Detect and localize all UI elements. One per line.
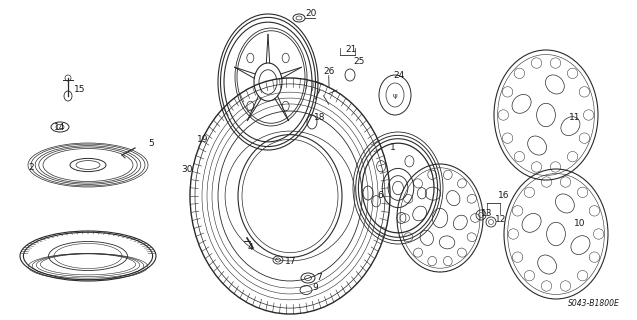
Text: 30: 30	[181, 164, 192, 173]
Text: 26: 26	[323, 68, 334, 76]
Text: 1: 1	[390, 143, 396, 153]
Text: 12: 12	[495, 215, 506, 225]
Text: 11: 11	[569, 114, 580, 123]
Text: ψ: ψ	[392, 93, 397, 99]
Text: 14: 14	[54, 123, 66, 132]
Text: S043-B1800E: S043-B1800E	[568, 299, 620, 308]
Text: 25: 25	[353, 58, 364, 67]
Text: 2: 2	[28, 164, 34, 172]
Text: 9: 9	[312, 284, 318, 292]
Text: 19: 19	[197, 134, 208, 143]
Text: 21: 21	[345, 45, 356, 54]
Text: 7: 7	[316, 273, 322, 282]
Text: 17: 17	[285, 258, 296, 267]
Text: 4: 4	[248, 244, 254, 252]
Text: 24: 24	[393, 71, 404, 81]
Text: 20: 20	[305, 9, 317, 18]
Text: 16: 16	[498, 191, 510, 201]
Text: 13: 13	[481, 209, 492, 218]
Text: 15: 15	[74, 84, 85, 93]
Text: 5: 5	[148, 139, 154, 148]
Text: 10: 10	[574, 220, 585, 228]
Text: 18: 18	[314, 114, 326, 123]
Text: 6: 6	[377, 190, 383, 199]
